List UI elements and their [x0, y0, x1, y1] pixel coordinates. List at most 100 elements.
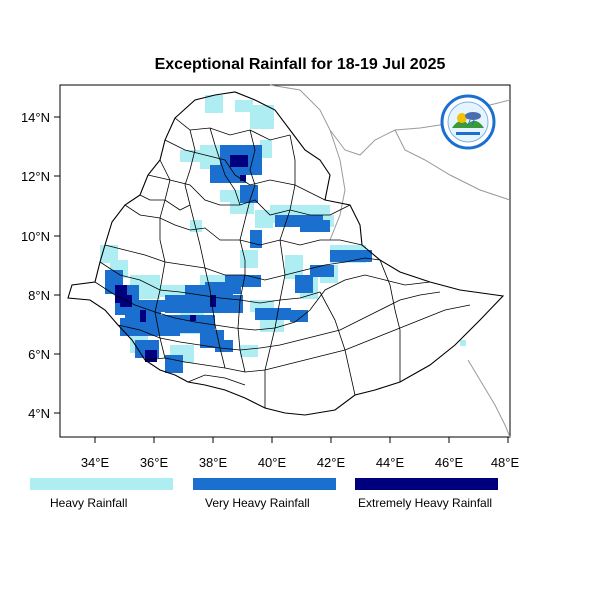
rain-cell	[300, 226, 306, 232]
rain-cell	[197, 321, 203, 327]
rain-cell	[105, 282, 111, 288]
rain-cell	[195, 307, 201, 313]
rain-cell	[300, 205, 306, 211]
rain-cell	[290, 316, 296, 322]
rain-cell	[242, 155, 248, 161]
rain-cell	[120, 330, 126, 336]
rain-cell	[342, 256, 348, 262]
rain-cell	[180, 156, 186, 162]
rain-cell	[256, 151, 262, 157]
rain-cell	[210, 295, 216, 301]
rain-cell	[195, 301, 201, 307]
rain-cell	[294, 205, 300, 211]
rain-cell	[310, 271, 316, 277]
rain-cell	[165, 307, 171, 313]
rain-cell	[348, 256, 354, 262]
rain-cell	[182, 345, 188, 351]
rain-cell	[291, 267, 297, 273]
rain-cell	[200, 145, 206, 151]
rain-cell	[112, 251, 118, 257]
rain-cell	[122, 272, 128, 278]
rain-cell	[262, 105, 268, 111]
rain-cell	[203, 297, 209, 303]
rain-cell	[211, 95, 217, 101]
rain-cell	[206, 342, 212, 348]
rain-cell	[180, 150, 186, 156]
rain-cell	[140, 316, 146, 322]
rain-cell	[138, 324, 144, 330]
rain-cell	[297, 255, 303, 261]
rain-cell	[135, 340, 141, 346]
rain-cell	[153, 340, 159, 346]
rain-cell	[250, 151, 256, 157]
rain-cell	[250, 111, 256, 117]
rain-cell	[312, 220, 318, 226]
rain-cell	[256, 117, 262, 123]
rain-cell	[191, 297, 197, 303]
rain-cell	[206, 157, 212, 163]
rain-cell	[203, 315, 209, 321]
rain-cell	[312, 287, 318, 293]
rain-cell	[266, 140, 272, 146]
rain-cell	[188, 351, 194, 357]
rain-cell	[162, 321, 168, 327]
rain-cell	[217, 101, 223, 107]
rain-cell	[117, 276, 123, 282]
rain-cell	[100, 245, 106, 251]
rain-cell	[241, 106, 247, 112]
rain-cell	[166, 291, 172, 297]
rain-cell	[328, 215, 334, 221]
rain-cell	[144, 318, 150, 324]
rain-cell	[126, 318, 132, 324]
rain-cell	[188, 357, 194, 363]
rain-cell	[261, 210, 267, 216]
rain-cell	[206, 336, 212, 342]
rain-cell	[262, 111, 268, 117]
rain-cell	[238, 145, 244, 151]
rain-cell	[285, 273, 291, 279]
rain-cell	[116, 266, 122, 272]
boundary-g	[94, 274, 431, 331]
rain-cell	[222, 165, 228, 171]
rain-cell	[205, 288, 211, 294]
rain-cell	[285, 267, 291, 273]
rain-cell	[150, 321, 156, 327]
rain-cell	[216, 177, 222, 183]
rain-cell	[322, 265, 328, 271]
rain-cell	[120, 324, 126, 330]
rain-cell	[312, 226, 318, 232]
rain-cell	[191, 285, 197, 291]
rain-cell	[174, 321, 180, 327]
rain-cell	[256, 169, 262, 175]
rain-cell	[205, 282, 211, 288]
rain-cell	[220, 145, 226, 151]
rain-cell	[237, 307, 243, 313]
rain-cell	[242, 208, 248, 214]
boundary-p	[379, 259, 401, 382]
rain-cell	[140, 306, 146, 312]
rain-cell	[185, 285, 191, 291]
rain-cell	[266, 152, 272, 158]
rain-cell	[267, 308, 273, 314]
rain-cell	[136, 275, 142, 281]
legend-swatch-heavy	[30, 478, 173, 490]
rain-cell	[272, 320, 278, 326]
rain-cell	[144, 324, 150, 330]
coast-line-somalia	[467, 359, 511, 438]
rain-cell	[189, 307, 195, 313]
rainfall-grid	[100, 95, 466, 373]
rain-cell	[317, 215, 323, 221]
rain-cell	[197, 315, 203, 321]
rain-cell	[183, 301, 189, 307]
rain-cell	[311, 215, 317, 221]
rain-cell	[246, 256, 252, 262]
rain-cell	[172, 291, 178, 297]
rain-cell	[240, 351, 246, 357]
rain-cell	[316, 271, 322, 277]
boundary-l	[237, 129, 256, 373]
rain-cell	[183, 307, 189, 313]
rain-cell	[230, 208, 236, 214]
rain-cell	[243, 275, 249, 281]
rain-cell	[191, 327, 197, 333]
rain-cell	[156, 321, 162, 327]
